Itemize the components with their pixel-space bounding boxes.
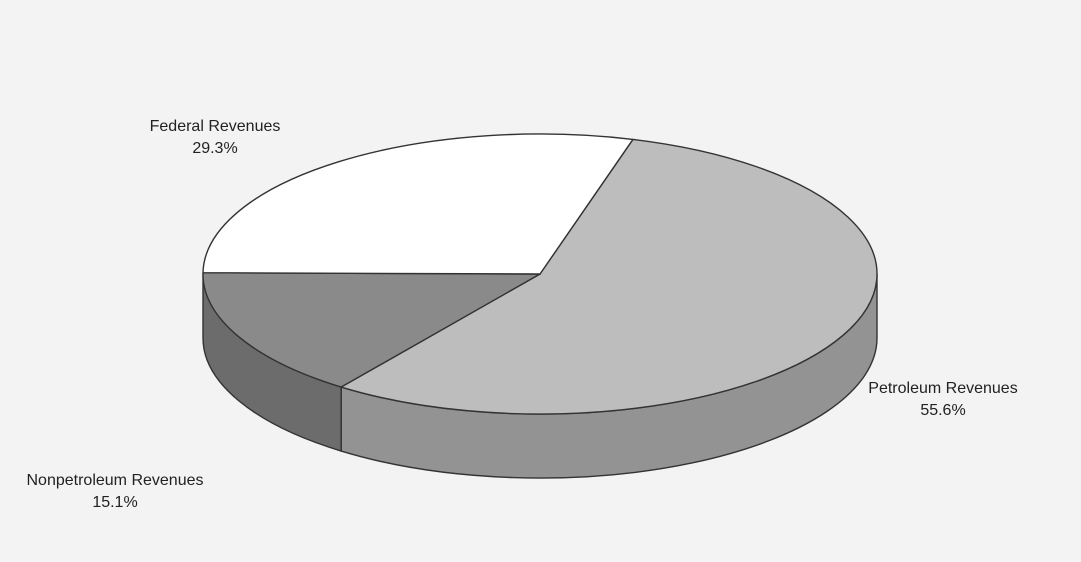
slice-label-petroleum-value: 55.6% bbox=[920, 402, 966, 419]
slice-label-petroleum: Petroleum Revenues 55.6% bbox=[838, 378, 1048, 422]
pie-slice-federal-revenues bbox=[202, 133, 634, 275]
slice-label-nonpetroleum-name: Nonpetroleum Revenues bbox=[26, 472, 204, 489]
slice-label-petroleum-name: Petroleum Revenues bbox=[868, 380, 1018, 397]
slice-label-federal-value: 29.3% bbox=[192, 140, 238, 157]
slice-label-federal-name: Federal Revenues bbox=[149, 118, 281, 135]
slice-label-nonpetroleum: Nonpetroleum Revenues 15.1% bbox=[0, 470, 230, 514]
pie-slice-petroleum-revenues bbox=[340, 138, 878, 415]
slice-label-federal: Federal Revenues 29.3% bbox=[110, 116, 320, 160]
slice-label-nonpetroleum-value: 15.1% bbox=[92, 494, 138, 511]
pie-slice-nonpetroleum-revenues bbox=[202, 272, 541, 388]
